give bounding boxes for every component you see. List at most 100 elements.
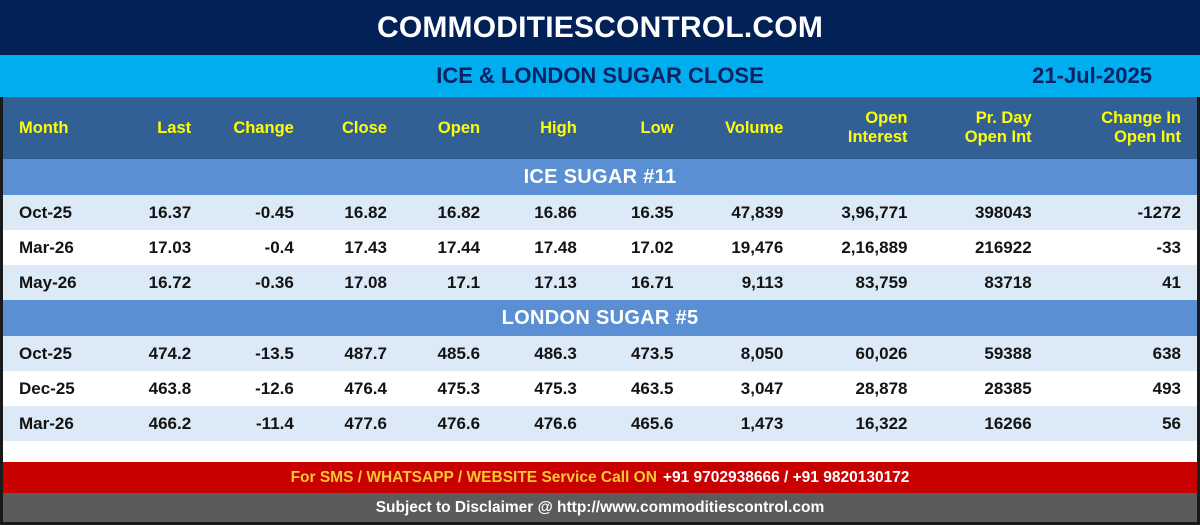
section-title-ice-sugar-11: ICE SUGAR #11: [3, 159, 1197, 195]
cell-change: -12.6: [207, 371, 310, 406]
table-row[interactable]: Oct-25 474.2 -13.5 487.7 485.6 486.3 473…: [3, 336, 1197, 371]
cell-high: 17.13: [496, 265, 593, 300]
cell-volume: 1,473: [689, 406, 800, 441]
section-header-row: LONDON SUGAR #5: [3, 300, 1197, 336]
col-header-low: Low: [640, 118, 674, 137]
col-header-close: Close: [342, 118, 387, 137]
col-header-change: Change: [233, 118, 294, 137]
col-header-pr-day-open-int-line2: Open Int: [964, 128, 1032, 146]
table-row[interactable]: Mar-26 17.03 -0.4 17.43 17.44 17.48 17.0…: [3, 230, 1197, 265]
cell-high: 476.6: [496, 406, 593, 441]
column-header-row: Month Last Change Close Open High Low Vo…: [3, 97, 1197, 159]
cell-high: 17.48: [496, 230, 593, 265]
cell-last: 17.03: [116, 230, 208, 265]
col-header-open-interest-line1: Open: [865, 109, 908, 128]
cell-last: 474.2: [116, 336, 208, 371]
cell-change-in-open-int: 493: [1047, 371, 1197, 406]
disclaimer-bar: Subject to Disclaimer @ http://www.commo…: [0, 493, 1200, 525]
cell-pr-day-open-int: 16266: [923, 406, 1048, 441]
col-header-month: Month: [19, 118, 69, 137]
col-header-open-interest-line2: Interest: [847, 128, 908, 146]
cell-change: -11.4: [207, 406, 310, 441]
cell-open-interest: 16,322: [799, 406, 924, 441]
cell-low: 16.71: [592, 265, 690, 300]
cell-open: 476.6: [402, 406, 497, 441]
cell-high: 475.3: [496, 371, 593, 406]
col-header-change-in-open-int-line1: Change In: [1101, 109, 1181, 128]
cell-month: Dec-25: [3, 371, 117, 406]
cell-pr-day-open-int: 28385: [923, 371, 1048, 406]
cell-last: 463.8: [116, 371, 208, 406]
cell-close: 476.4: [309, 371, 403, 406]
sms-service-text: For SMS / WHATSAPP / WEBSITE Service Cal…: [291, 470, 910, 486]
sms-service-label: For SMS / WHATSAPP / WEBSITE Service Cal…: [290, 468, 657, 486]
col-header-change-in-open-int-line2: Open Int: [1114, 128, 1181, 146]
cell-low: 465.6: [592, 406, 690, 441]
cell-open: 475.3: [402, 371, 497, 406]
cell-close: 17.43: [309, 230, 403, 265]
col-header-open-interest: Open Interest: [799, 97, 923, 159]
cell-high: 16.86: [496, 195, 593, 230]
disclaimer-text[interactable]: Subject to Disclaimer @ http://www.commo…: [375, 498, 825, 516]
cell-low: 463.5: [592, 371, 690, 406]
col-header-pr-day-open-int: Pr. Day Open Int: [924, 97, 1048, 159]
cell-month: Mar-26: [3, 230, 117, 265]
sugar-table: Month Last Change Close Open High Low Vo…: [3, 97, 1197, 441]
cell-open-interest: 28,878: [799, 371, 924, 406]
cell-last: 16.37: [116, 195, 208, 230]
table-row[interactable]: Dec-25 463.8 -12.6 476.4 475.3 475.3 463…: [3, 371, 1197, 406]
report-date: 21-Jul-2025: [1032, 63, 1152, 88]
col-header-last: Last: [157, 118, 192, 137]
cell-change: -0.45: [207, 195, 310, 230]
sms-service-bar: For SMS / WHATSAPP / WEBSITE Service Cal…: [0, 462, 1200, 493]
table-header: Month Last Change Close Open High Low Vo…: [3, 97, 1197, 159]
cell-open: 16.82: [402, 195, 497, 230]
cell-change-in-open-int: -33: [1047, 230, 1197, 265]
cell-open: 17.44: [402, 230, 497, 265]
cell-month: May-26: [3, 265, 117, 300]
cell-close: 17.08: [309, 265, 403, 300]
report-title: ICE & LONDON SUGAR CLOSE: [436, 63, 764, 88]
cell-open-interest: 3,96,771: [799, 195, 924, 230]
cell-open: 485.6: [402, 336, 497, 371]
cell-volume: 19,476: [689, 230, 800, 265]
col-header-high: High: [540, 118, 577, 137]
brand-title: COMMODITIESCONTROL.COM: [376, 10, 824, 44]
cell-change-in-open-int: -1272: [1047, 195, 1197, 230]
col-header-change-in-open-int: Change In Open Int: [1048, 97, 1197, 159]
cell-change: -13.5: [207, 336, 310, 371]
cell-low: 17.02: [592, 230, 690, 265]
cell-close: 477.6: [309, 406, 403, 441]
cell-open: 17.1: [402, 265, 497, 300]
table-row[interactable]: Mar-26 466.2 -11.4 477.6 476.6 476.6 465…: [3, 406, 1197, 441]
table-body: ICE SUGAR #11 Oct-25 16.37 -0.45 16.82 1…: [3, 159, 1197, 441]
cell-pr-day-open-int: 216922: [923, 230, 1048, 265]
sms-service-phones[interactable]: +91 9702938666 / +91 9820130172: [662, 468, 910, 486]
cell-last: 466.2: [116, 406, 208, 441]
cell-pr-day-open-int: 398043: [923, 195, 1048, 230]
cell-open-interest: 60,026: [799, 336, 924, 371]
cell-high: 486.3: [496, 336, 593, 371]
cell-volume: 3,047: [689, 371, 800, 406]
cell-change-in-open-int: 638: [1047, 336, 1197, 371]
cell-open-interest: 83,759: [799, 265, 924, 300]
report-subtitle-bar: ICE & LONDON SUGAR CLOSE 21-Jul-2025: [0, 55, 1200, 97]
cell-change-in-open-int: 56: [1047, 406, 1197, 441]
cell-volume: 47,839: [689, 195, 800, 230]
cell-open-interest: 2,16,889: [799, 230, 924, 265]
cell-close: 16.82: [309, 195, 403, 230]
col-header-open: Open: [437, 118, 481, 137]
cell-last: 16.72: [116, 265, 208, 300]
cell-low: 473.5: [592, 336, 690, 371]
cell-month: Oct-25: [3, 195, 117, 230]
cell-change: -0.4: [207, 230, 310, 265]
section-header-row: ICE SUGAR #11: [3, 159, 1197, 195]
cell-volume: 9,113: [689, 265, 800, 300]
table-row[interactable]: Oct-25 16.37 -0.45 16.82 16.82 16.86 16.…: [3, 195, 1197, 230]
cell-month: Oct-25: [3, 336, 117, 371]
cell-close: 487.7: [309, 336, 403, 371]
cell-change-in-open-int: 41: [1047, 265, 1197, 300]
cell-pr-day-open-int: 59388: [923, 336, 1048, 371]
table-row[interactable]: May-26 16.72 -0.36 17.08 17.1 17.13 16.7…: [3, 265, 1197, 300]
